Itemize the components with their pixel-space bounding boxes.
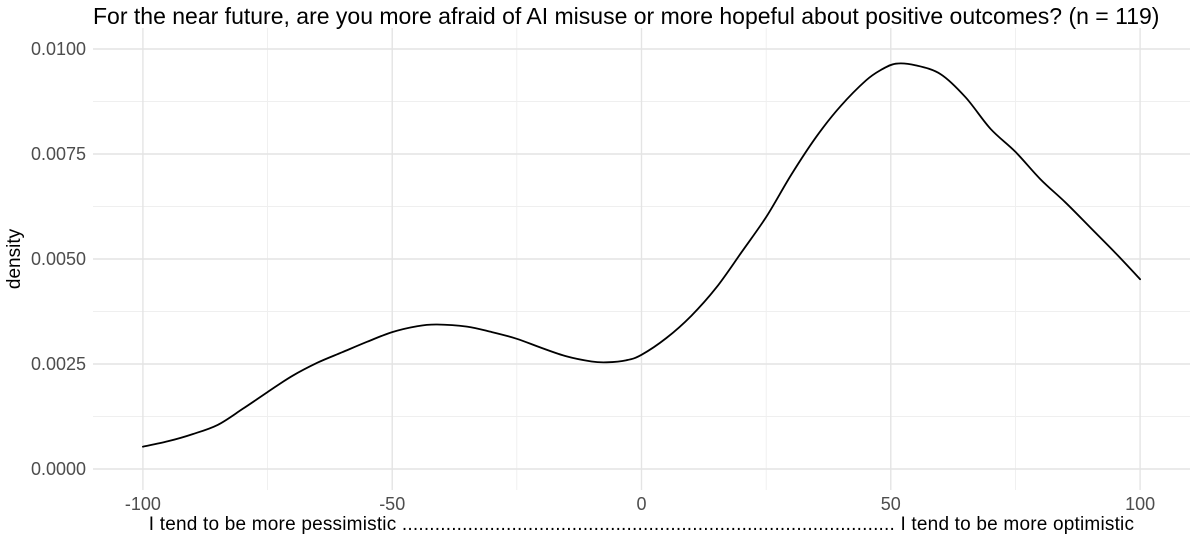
y-tick-label: 0.0025 [31,354,86,374]
x-tick-label: 50 [881,494,901,514]
density-curve [142,62,1141,448]
y-tick-label: 0.0075 [31,144,86,164]
x-tick-label: 0 [636,494,646,514]
y-tick-label: 0.0100 [31,39,86,59]
x-axis-title: I tend to be more pessimistic ..........… [148,514,1135,535]
x-tick-label: -100 [125,494,161,514]
chart-title: For the near future, are you more afraid… [93,3,1160,29]
y-tick-label: 0.0000 [31,459,86,479]
x-tick-label: -50 [379,494,405,514]
y-tick-label: 0.0050 [31,249,86,269]
x-tick-label: 100 [1125,494,1155,514]
